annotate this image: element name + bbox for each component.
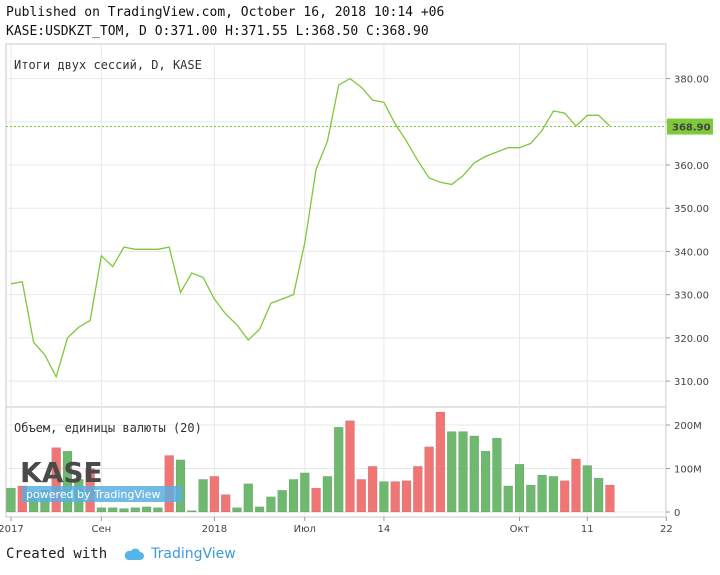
volume-bar [333, 426, 344, 513]
last-price-badge [667, 118, 713, 135]
ohlc-header: KASE:USDKZT_TOM, D O:371.00 H:371.55 L:3… [6, 24, 429, 39]
volume-tick-label: 200M [674, 421, 702, 432]
cloud-icon [124, 548, 145, 560]
price-tick-label: 350.00 [674, 204, 709, 215]
tradingview-brand: TradingView [151, 546, 236, 562]
volume-bar [379, 481, 389, 513]
volume-bar [187, 510, 197, 513]
volume-bar [356, 479, 367, 513]
volume-bar [51, 447, 61, 513]
volume-bar [413, 466, 423, 513]
price-tick-label: 320.00 [674, 334, 709, 345]
last-price-label: 368.90 [672, 123, 711, 134]
volume-pane-title: Объем, единицы валюты (20) [14, 421, 202, 435]
volume-bar [605, 484, 615, 513]
time-tick-label: 2017 [0, 524, 24, 535]
time-tick-label: 2018 [202, 524, 227, 535]
volume-tick-label: 0 [674, 508, 680, 519]
volume-bars[interactable] [6, 411, 615, 513]
volume-bar [446, 431, 457, 513]
price-tick-label: 330.00 [674, 291, 709, 302]
volume-bar [492, 437, 502, 513]
published-header: Published on TradingView.com, October 16… [6, 5, 445, 20]
volume-bar [164, 455, 174, 513]
volume-bar [198, 479, 208, 513]
price-tick-label: 310.00 [674, 377, 709, 388]
volume-bar [548, 476, 559, 513]
volume-bar [435, 411, 446, 513]
volume-bar [514, 463, 525, 513]
volume-bar [300, 472, 310, 513]
grid [6, 44, 667, 517]
footer: Created with TradingView [6, 546, 236, 562]
volume-bar [458, 431, 468, 513]
time-axis: 2017 Сен 2018 Июл 14 Окт 11 22 [0, 517, 673, 535]
tradingview-link[interactable]: TradingView [115, 546, 236, 562]
price-tick-label: 360.00 [674, 161, 709, 172]
volume-bar [503, 485, 513, 513]
volume-bar [266, 496, 276, 513]
volume-bar [209, 476, 220, 513]
price-series-line [10, 77, 611, 379]
time-tick-label: 22 [660, 524, 673, 535]
time-tick-label: Июл [294, 524, 316, 535]
volume-bar [367, 466, 378, 513]
price-line[interactable] [10, 77, 611, 379]
volume-bar [62, 450, 73, 513]
time-tick-label: 14 [378, 524, 391, 535]
volume-bar [6, 487, 16, 513]
volume-bar [582, 465, 593, 513]
time-tick-label: Сен [92, 524, 112, 535]
volume-bar [220, 494, 231, 513]
time-tick-label: Окт [510, 524, 530, 535]
volume-bar [153, 507, 163, 513]
volume-bar [130, 507, 141, 513]
volume-bar [345, 420, 355, 513]
price-tick-label: 340.00 [674, 247, 709, 258]
logo-strip [22, 486, 182, 502]
volume-bar [469, 435, 480, 513]
volume-bar [390, 481, 400, 513]
kase-logo: KASE powered by TradingView [20, 456, 182, 502]
volume-bar [593, 477, 604, 513]
logo-subtitle: powered by TradingView [26, 488, 160, 501]
volume-bar [277, 490, 287, 513]
volume-bar [424, 446, 434, 513]
volume-bar [401, 480, 412, 513]
volume-bar [96, 507, 107, 513]
created-with-text: Created with [6, 546, 108, 562]
volume-bar [526, 484, 536, 513]
volume-bar [480, 450, 491, 513]
volume-bar [141, 506, 152, 513]
volume-bar [571, 458, 581, 513]
volume-bar [537, 474, 547, 513]
volume-bar [243, 483, 254, 513]
volume-bar [175, 459, 186, 513]
volume-bar [322, 476, 333, 513]
last-price-tag: 368.90 [6, 118, 713, 135]
volume-tick-label: 100M [674, 465, 702, 476]
volume-bar [107, 507, 118, 513]
volume-bar [119, 508, 129, 513]
volume-axis: 200M 100M 0 [666, 421, 702, 519]
time-tick-label: 11 [581, 524, 594, 535]
volume-bar [311, 487, 321, 513]
volume-bar [288, 479, 299, 513]
price-pane-title: Итоги двух сессий, D, KASE [14, 58, 202, 72]
kase-logo-text: KASE [20, 456, 103, 489]
volume-bar [232, 507, 242, 513]
volume-bar [559, 480, 570, 513]
price-tick-label: 380.00 [674, 75, 709, 86]
volume-bar [254, 506, 265, 513]
